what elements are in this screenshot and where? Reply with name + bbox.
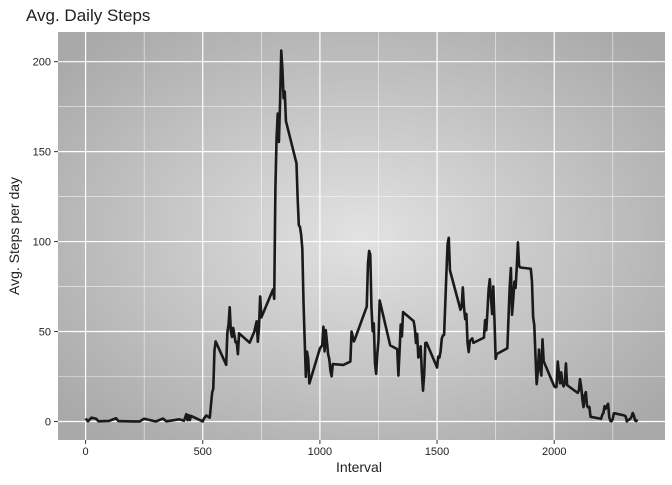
y-tick-label: 150 xyxy=(33,147,51,159)
x-tick-label: 1000 xyxy=(308,446,332,458)
y-tick-label: 50 xyxy=(39,327,51,339)
x-axis-title: Interval xyxy=(336,459,382,475)
y-tick-label: 100 xyxy=(33,237,51,249)
x-tick-label: 1500 xyxy=(425,446,449,458)
y-axis-title: Avg. Steps per day xyxy=(6,177,22,295)
panel xyxy=(58,32,665,440)
x-tick-label: 500 xyxy=(194,446,212,458)
x-tick-label: 0 xyxy=(83,446,89,458)
chart-title: Avg. Daily Steps xyxy=(26,6,150,25)
y-tick-label: 200 xyxy=(33,57,51,69)
data-line xyxy=(84,49,639,423)
y-tick-label: 0 xyxy=(45,416,51,428)
x-tick-label: 2000 xyxy=(542,446,566,458)
